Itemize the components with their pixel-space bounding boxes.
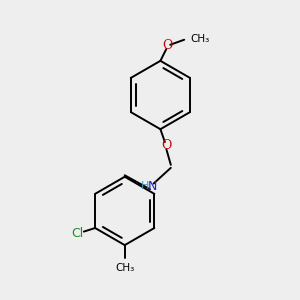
Text: Cl: Cl <box>71 227 83 241</box>
Text: H: H <box>140 181 149 191</box>
Text: N: N <box>148 180 157 193</box>
Text: CH₃: CH₃ <box>190 34 209 44</box>
Text: O: O <box>161 139 172 152</box>
Text: O: O <box>163 40 173 52</box>
Text: CH₃: CH₃ <box>115 263 134 273</box>
